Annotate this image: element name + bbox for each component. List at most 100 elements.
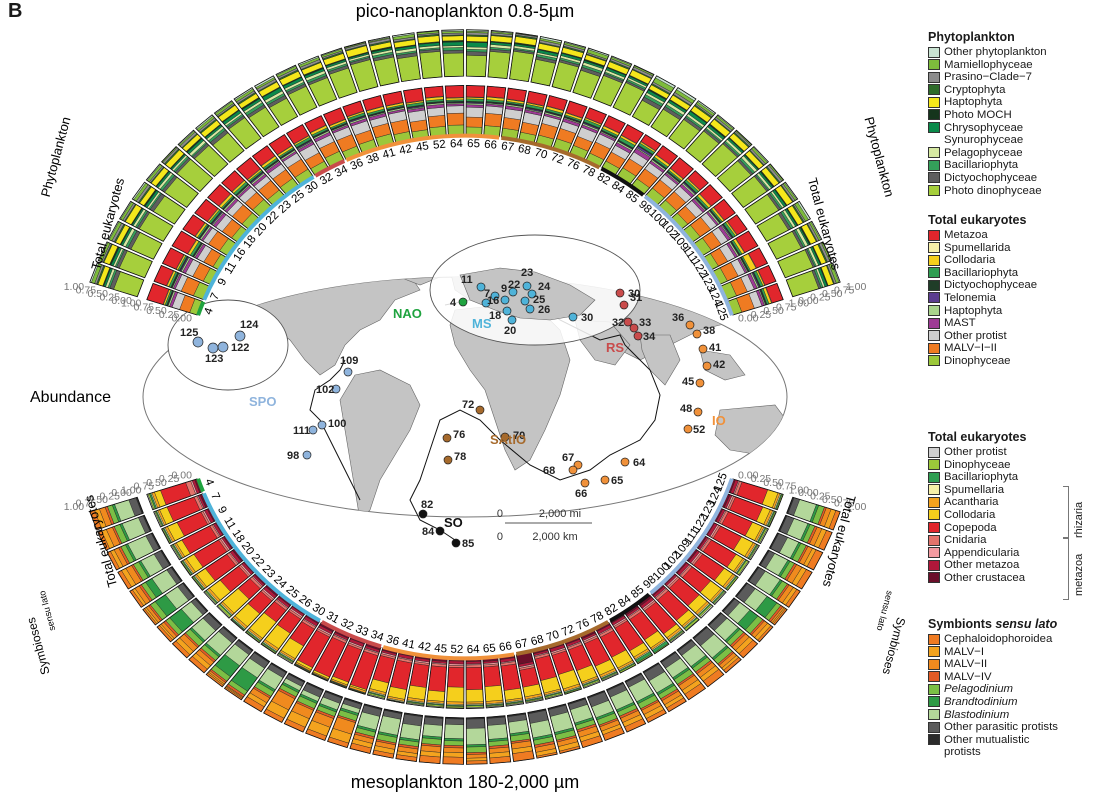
region-label: MS: [472, 316, 492, 331]
bar-segment: [484, 112, 503, 128]
legend-item: MALV−I−II: [928, 342, 1096, 355]
bar-outline: [631, 75, 676, 126]
legend-swatch: [928, 446, 940, 458]
bar-33: [329, 636, 366, 689]
bar-66: [506, 712, 535, 763]
bar-4: [146, 282, 203, 316]
bar-109: [734, 582, 788, 626]
bar-segment: [444, 718, 464, 726]
bar-outline: [97, 514, 152, 551]
bar-outline: [605, 681, 647, 733]
station-dot-label: 36: [672, 312, 684, 324]
legend-swatch: [928, 59, 940, 71]
station-dot: [481, 298, 491, 308]
station-dot-label: 68: [543, 465, 555, 477]
station-label: 9: [216, 277, 230, 288]
station-dot: [507, 315, 517, 325]
bar-20: [191, 548, 245, 591]
side-label: Phytoplankton: [38, 115, 74, 198]
legend-swatch: [928, 46, 940, 58]
legend-swatch: [928, 572, 940, 584]
legend-label: Appendicularia: [944, 546, 1020, 559]
bar-100: [707, 612, 759, 659]
legend-item: Pelagodinium: [928, 683, 1096, 696]
station-label: 64: [467, 644, 481, 656]
bar-outline: [734, 582, 788, 626]
legend-swatch: [928, 159, 940, 171]
bar-70: [567, 697, 603, 749]
station-dot: [692, 329, 702, 339]
station-dot-label: 82: [421, 499, 433, 511]
legend-label: MAST: [944, 317, 976, 330]
bar-outline: [416, 30, 443, 79]
bar-25: [205, 638, 254, 688]
station-dot: [331, 384, 341, 394]
bar-outline: [297, 55, 338, 107]
axis-tick: 0.25: [99, 291, 120, 303]
legend-item: Bacillariophyta: [928, 159, 1096, 172]
bar-98: [644, 157, 694, 206]
bar-outline: [418, 715, 444, 765]
station-dot: [633, 331, 643, 341]
legend-item: Dinophyceae: [928, 355, 1096, 368]
legend-item: Cnidaria: [928, 534, 1096, 547]
region-label: SO: [444, 515, 463, 530]
bar-38: [342, 100, 378, 154]
legend-label: Copepoda: [944, 521, 997, 534]
region-label: NAO: [393, 306, 422, 321]
legend-label: Bacillariophyta: [944, 266, 1019, 279]
axis-tick: 0.25: [751, 473, 772, 485]
legend-label: MALV−II: [944, 658, 988, 671]
bar-outline: [777, 241, 833, 279]
bar-72: [586, 690, 625, 741]
legend-item: Bacillariophyta: [928, 471, 1096, 484]
axis-tick: 0.75: [134, 481, 155, 493]
bar-segment: [466, 718, 486, 729]
bar-67: [509, 32, 539, 83]
legend-item: Other crustacea: [928, 572, 1096, 585]
bar-outline: [327, 697, 363, 749]
bar-32: [254, 75, 299, 126]
bracket-metazoa: [1063, 538, 1069, 600]
legend-item: Dictyochophyceae: [928, 279, 1096, 292]
bar-outline: [89, 496, 144, 531]
station-label: 32: [318, 171, 335, 188]
legend-item: Cryptophyta: [928, 84, 1096, 97]
bar-122: [756, 200, 811, 242]
bar-outline: [188, 625, 238, 674]
station-dot-label: 41: [709, 342, 721, 354]
bar-70: [551, 41, 587, 92]
legend-label: Blastodinium: [944, 708, 1010, 721]
bar-45: [402, 87, 430, 140]
bar-outline: [721, 597, 774, 643]
bar-outline: [131, 181, 186, 225]
bar-100: [663, 572, 714, 619]
station-label: 78: [580, 163, 597, 180]
region-label: SAtlO: [490, 432, 526, 447]
station-dot-label: 84: [422, 526, 435, 538]
axis-tick: 1.00: [789, 298, 810, 310]
legend-swatch: [928, 522, 940, 534]
bar-52: [416, 30, 443, 79]
region-arc: [600, 166, 645, 197]
station-label: 68: [517, 143, 532, 158]
legend-swatch: [928, 242, 940, 254]
station-dot: [629, 323, 639, 333]
legend-label: Acantharia: [944, 496, 999, 509]
station-dot: [522, 281, 532, 291]
bar-25: [213, 100, 262, 150]
bar-outline: [391, 32, 421, 83]
station-label: 18: [229, 528, 246, 545]
station-dot: [490, 291, 500, 301]
axis-tick: 0.75: [134, 301, 155, 313]
bar-72: [572, 47, 610, 99]
bar-70: [535, 95, 568, 148]
legend-swatch: [928, 696, 940, 708]
bar-85: [631, 145, 679, 195]
bar-segment: [446, 686, 465, 703]
legend-swatch: [928, 317, 940, 329]
bar-outline: [756, 200, 811, 242]
legend-swatch: [928, 122, 940, 134]
station-dot-label: 124: [240, 319, 259, 331]
